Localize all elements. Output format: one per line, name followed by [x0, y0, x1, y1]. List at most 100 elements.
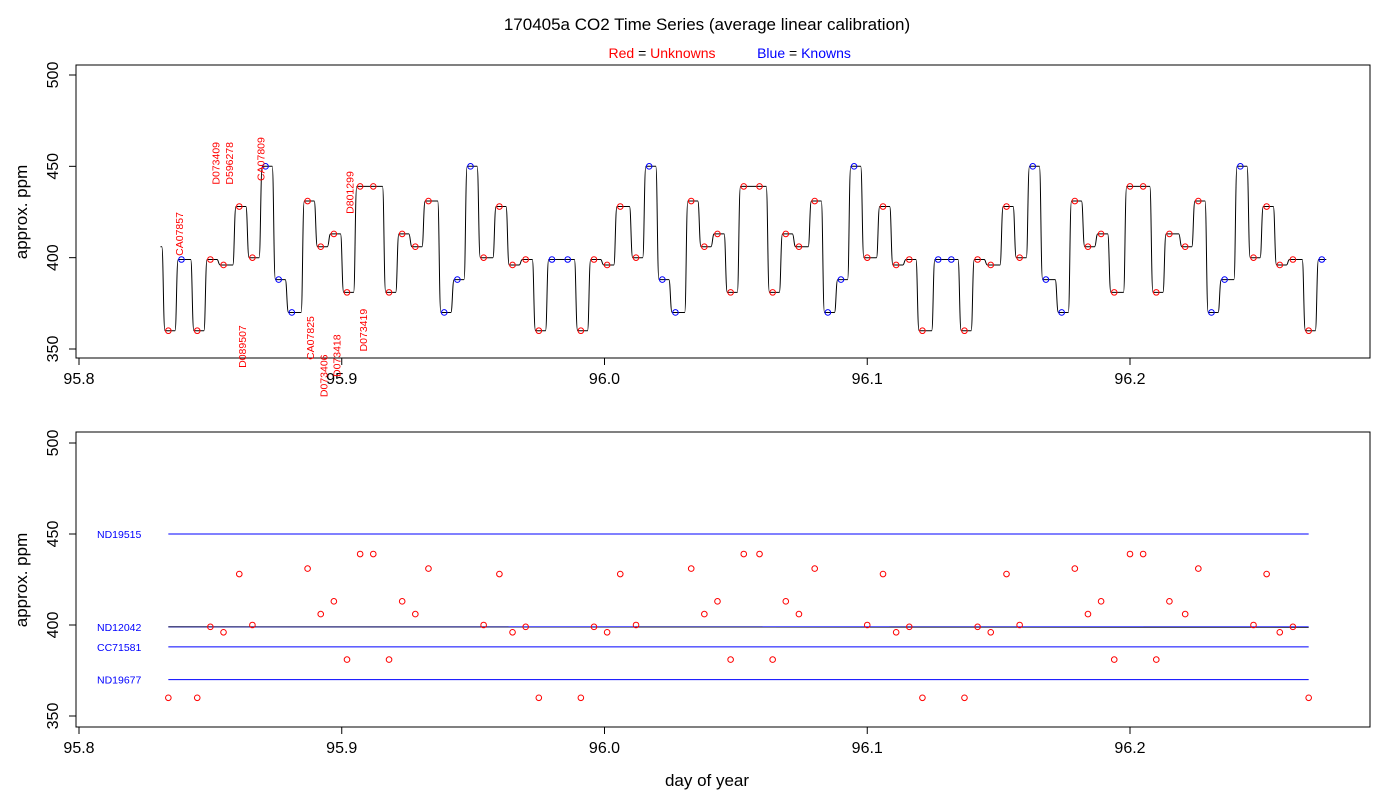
unknown-data-point [879, 570, 887, 578]
sample-annotation: D073418 [331, 334, 343, 377]
unknown-data-point [509, 628, 516, 636]
known-data-point [1318, 256, 1326, 263]
reference-line-overlay [168, 626, 1309, 628]
legend-unknowns-label: Unknowns [650, 45, 715, 61]
y-tick-label: 350 [45, 703, 62, 730]
data-point [343, 289, 351, 296]
data-point [412, 243, 419, 251]
data-point [535, 327, 543, 335]
known-data-point [454, 276, 461, 283]
data-point [480, 254, 487, 261]
co2-trace-line [160, 165, 1327, 332]
data-point [509, 261, 516, 269]
known-data-point [837, 276, 845, 283]
data-point [220, 261, 227, 269]
unknown-data-point [1139, 550, 1147, 558]
unknown-data-point [974, 623, 981, 631]
known-data-point [824, 309, 832, 316]
unknown-data-point [1250, 621, 1257, 629]
y-tick-label: 400 [45, 612, 62, 639]
data-point [317, 243, 325, 251]
unknown-data-point [1181, 610, 1189, 618]
unknown-data-point [687, 565, 695, 572]
data-point [603, 261, 611, 269]
unknown-data-point [632, 621, 640, 629]
unknown-data-point [522, 623, 529, 631]
known-data-point [1029, 163, 1037, 170]
unknown-data-point [905, 623, 913, 631]
unknown-data-point [1152, 656, 1160, 663]
data-point [385, 289, 393, 296]
unknown-data-point [220, 628, 227, 636]
unknown-data-point [727, 656, 734, 663]
data-point [905, 256, 913, 263]
y-tick-label: 500 [45, 430, 62, 457]
unknown-data-point [795, 610, 803, 618]
sample-annotation: CA07809 [255, 137, 267, 181]
data-point [987, 261, 995, 269]
data-point [974, 256, 981, 263]
data-point [1181, 243, 1189, 251]
y-tick-label: 400 [45, 244, 62, 271]
data-point [811, 197, 819, 205]
unknown-data-point [769, 656, 776, 663]
unknown-data-point [235, 570, 243, 578]
data-point [756, 183, 763, 190]
unknown-data-point [701, 610, 708, 618]
data-point [193, 327, 201, 335]
sample-annotation: D073406 [318, 354, 330, 397]
data-point [616, 203, 624, 210]
data-point [1166, 230, 1173, 238]
data-point [1126, 183, 1134, 190]
known-data-point [672, 309, 679, 316]
legend-knowns: Blue = Knowns [757, 45, 851, 61]
legend-unknowns-color-word: Red [608, 45, 634, 61]
data-point [1276, 261, 1284, 269]
unknown-data-point [1166, 598, 1173, 605]
x-tick-label: 96.2 [1114, 371, 1145, 388]
unknown-data-point [480, 621, 487, 629]
data-point [207, 256, 214, 263]
known-data-point [1042, 276, 1050, 283]
known-data-point [262, 163, 269, 170]
x-tick-label: 95.9 [326, 740, 357, 757]
data-point [769, 289, 776, 296]
data-point [330, 230, 338, 238]
data-point [701, 243, 708, 251]
y-tick-label: 350 [45, 336, 62, 363]
x-tick-label: 96.1 [852, 371, 883, 388]
known-data-point [1208, 309, 1215, 316]
reference-line-label: ND12042 [97, 622, 142, 634]
sample-annotation: D801299 [345, 171, 357, 214]
x-tick-label: 96.0 [589, 371, 620, 388]
data-point [1110, 289, 1118, 296]
data-point [1263, 203, 1270, 210]
data-point [795, 243, 803, 251]
unknown-data-point [1097, 598, 1105, 605]
x-tick-label: 95.9 [326, 371, 357, 388]
data-point [961, 327, 968, 335]
known-data-point [548, 256, 556, 263]
unknown-data-point [249, 621, 256, 629]
unknown-data-point [317, 610, 325, 618]
unknown-data-point [892, 628, 900, 636]
y-axis-label: approx. ppm [12, 533, 31, 628]
sample-annotation: CA07857 [174, 212, 186, 256]
data-point [304, 197, 311, 205]
unknown-data-point [425, 565, 432, 572]
sample-annotation: D073419 [358, 309, 370, 352]
unknown-data-point [863, 621, 871, 629]
y-tick-label: 450 [45, 521, 62, 548]
known-data-point [1237, 163, 1244, 170]
known-data-point [645, 163, 653, 170]
legend-knowns-color-word: Blue [757, 45, 785, 61]
unknown-data-point [1289, 623, 1297, 631]
known-data-point [850, 163, 858, 170]
legend-knowns-label: Knowns [801, 45, 851, 61]
reference-line-label: CC71581 [97, 642, 142, 654]
unknown-data-point [385, 656, 393, 663]
data-point [165, 327, 172, 335]
y-axis-label: approx. ppm [12, 165, 31, 260]
data-point [782, 230, 790, 238]
data-point [919, 327, 926, 335]
